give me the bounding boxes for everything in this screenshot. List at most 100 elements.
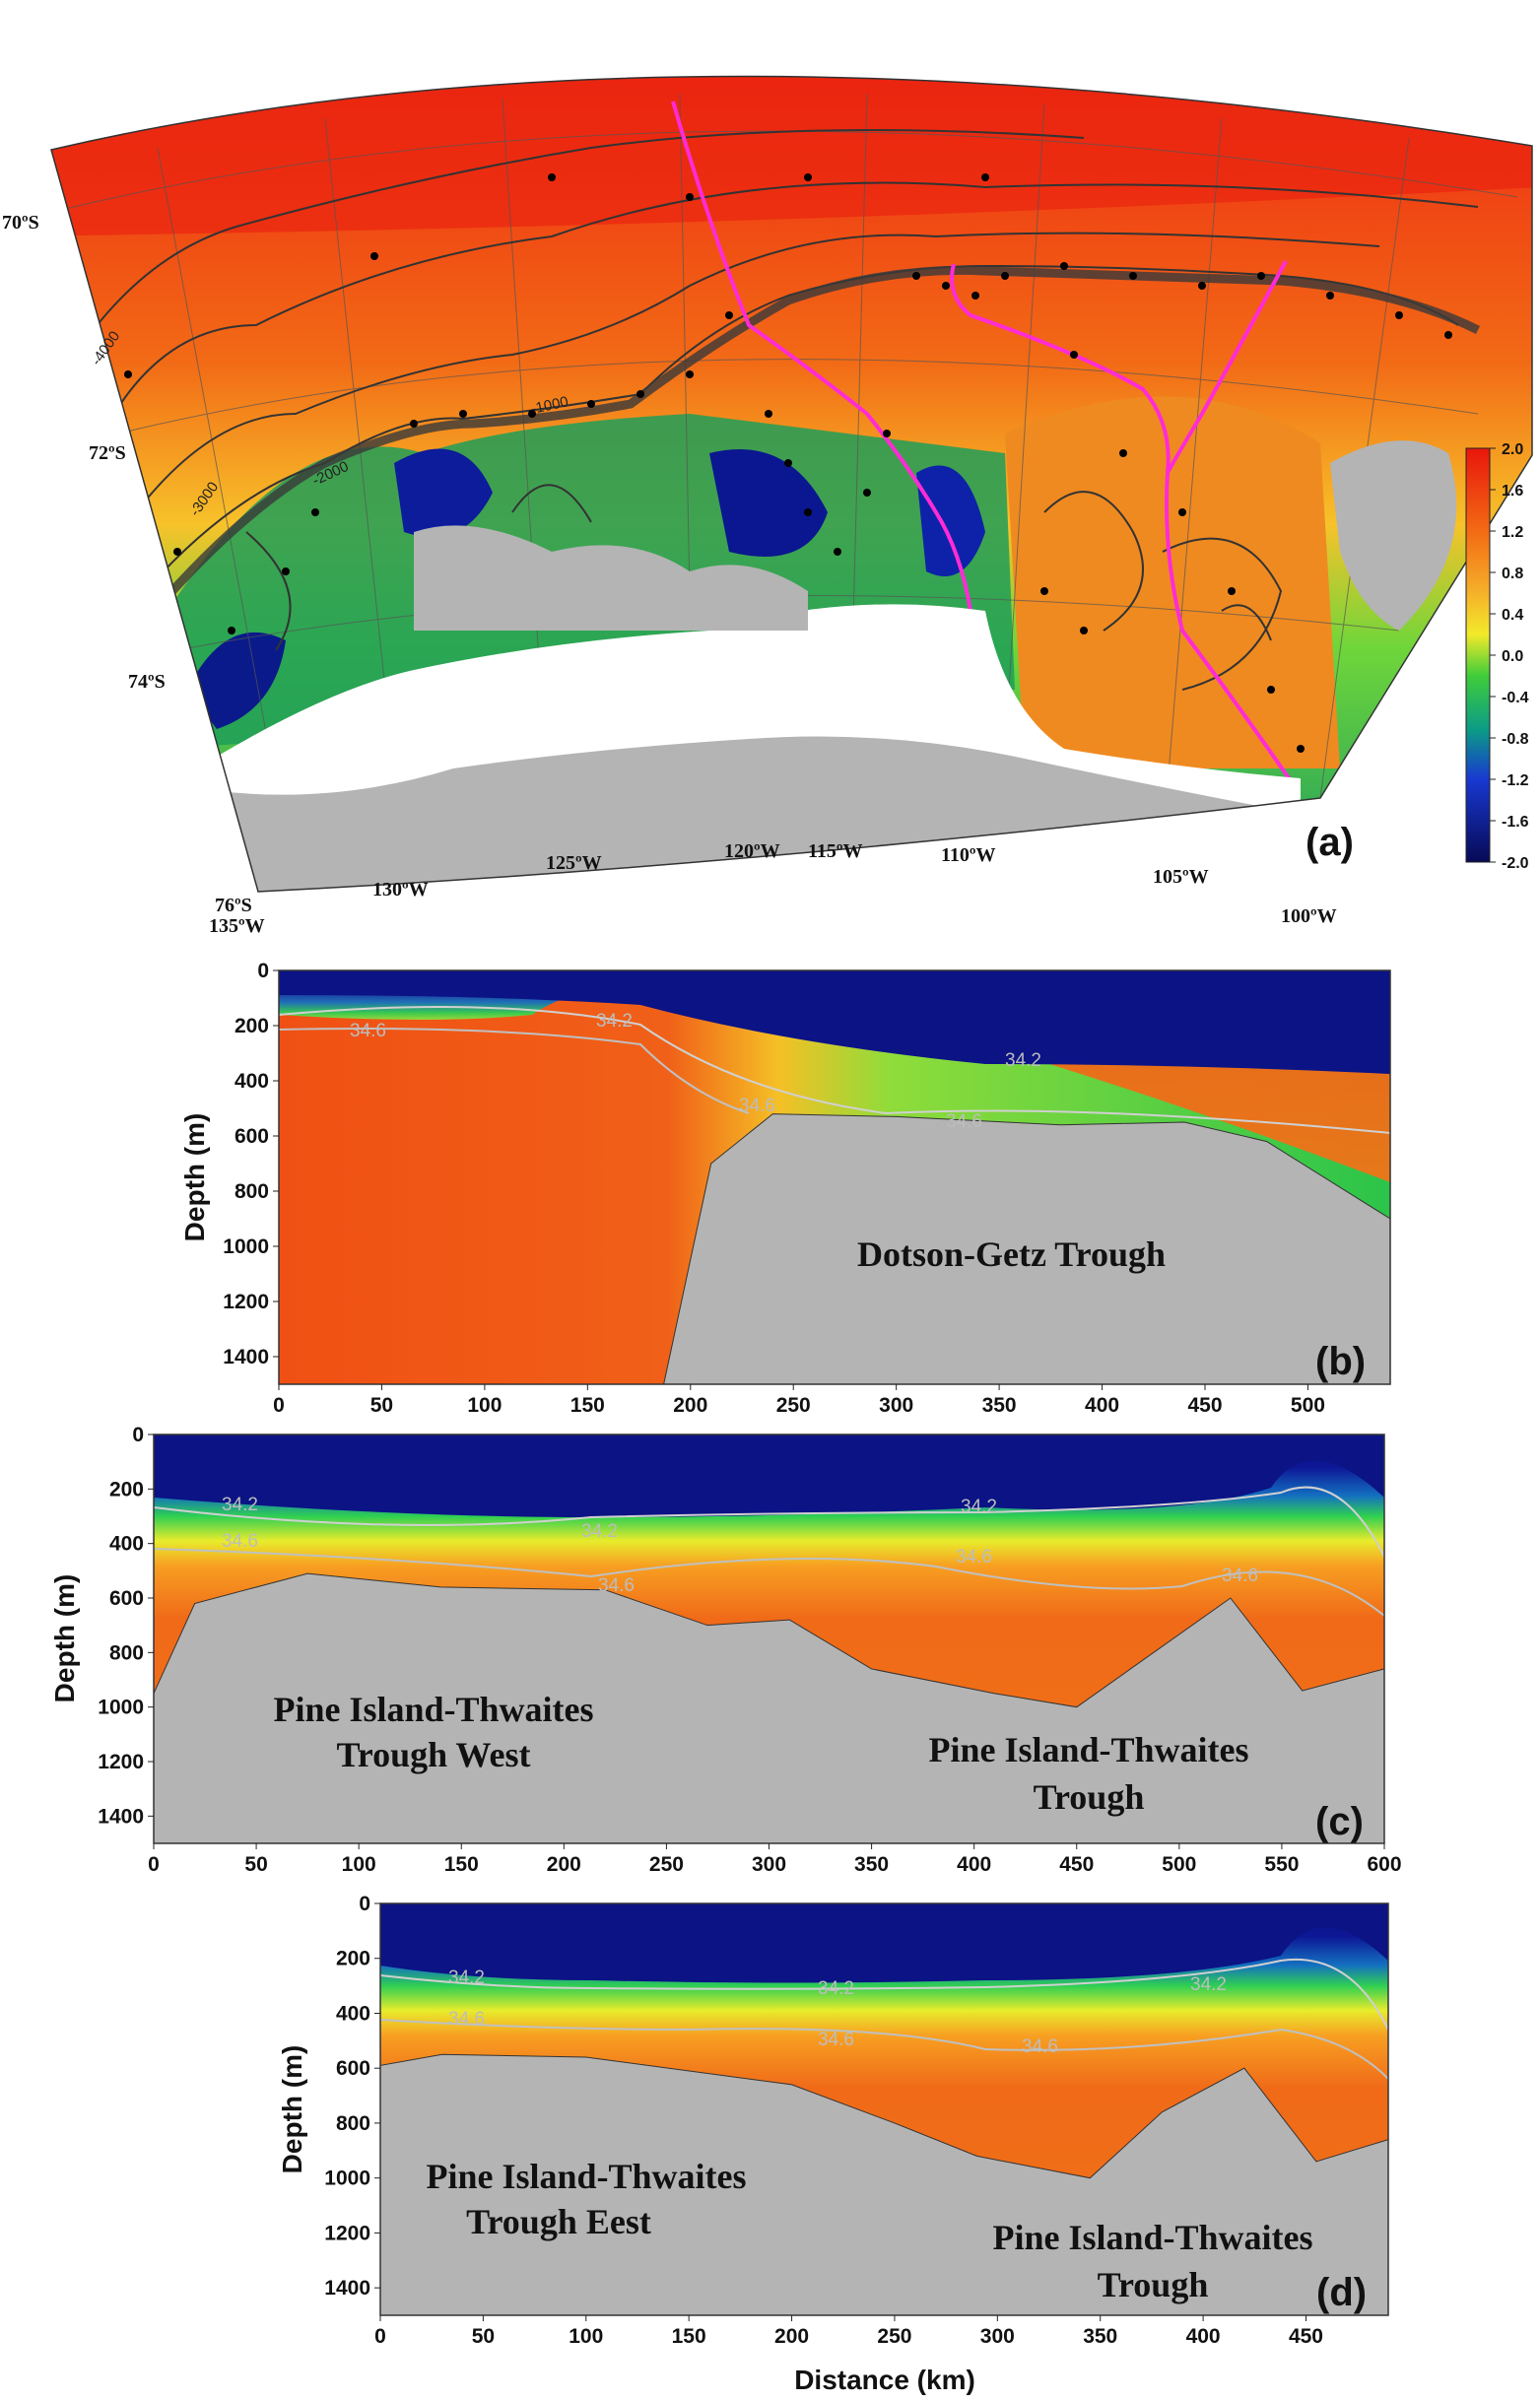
cold-pool-getz	[394, 448, 493, 537]
x-tick-label: 400	[1186, 2325, 1221, 2348]
land-coast-east	[1330, 440, 1457, 631]
y-tick-label: 400	[234, 1070, 269, 1093]
x-tick-label: 250	[649, 1853, 684, 1876]
y-tick-label: 200	[234, 1015, 269, 1037]
section-b-contour-label-3: 34.2	[1005, 1050, 1041, 1071]
station-dots	[124, 173, 1452, 753]
lon-label-130w: 130ºW	[372, 879, 429, 900]
section-d-contour-label-5: 34.6	[1022, 2036, 1058, 2057]
section-d-contour-label-2: 34.6	[448, 2009, 485, 2030]
colorbar-tick-label: -0.8	[1502, 731, 1529, 748]
colorbar-tick-label: -2.0	[1502, 855, 1529, 872]
longitude-labels: 135ºW 130ºW 125ºW 120ºW 115ºW 110ºW 105º…	[209, 840, 1337, 937]
lat-label-72s: 72ºS	[89, 442, 126, 464]
section-d-region-label-4: Trough	[1098, 2265, 1209, 2304]
section-c-region-label-1: Pine Island-Thwaites	[273, 1690, 593, 1729]
latitude-labels: 70ºS 72ºS 74ºS 76ºS	[2, 212, 252, 916]
lon-label-135w: 135ºW	[209, 915, 265, 937]
section-d-contour-label-4: 34.6	[818, 2030, 854, 2050]
y-tick-label: 1400	[98, 1805, 144, 1828]
section-c-region-label-2: Trough West	[336, 1735, 530, 1774]
colorbar-tick-label: 1.6	[1502, 483, 1523, 500]
section-b-region-label: Dotson-Getz Trough	[857, 1234, 1166, 1274]
x-tick-label: 350	[854, 1853, 889, 1876]
y-tick-label: 600	[234, 1125, 269, 1148]
y-tick-label: 400	[336, 2002, 370, 2025]
section-panel-c: 34.2 34.6 34.2 34.6 34.2 34.6 34.6 Pine …	[49, 1424, 1402, 1876]
x-tick-label: 200	[673, 1394, 707, 1417]
section-b-contour-label-5: 34.6	[946, 1111, 982, 1132]
lon-label-115w: 115ºW	[808, 840, 863, 862]
y-tick-label: 800	[109, 1641, 144, 1664]
x-tick-label: 50	[244, 1853, 267, 1876]
section-d-frame	[379, 1902, 1389, 2316]
colorbar-tick-label: 2.0	[1502, 441, 1523, 458]
section-b-y-axis-label: Depth (m)	[179, 1113, 210, 1242]
panel-label-a: (a)	[1306, 821, 1354, 864]
colorbar-tick-label: 0.4	[1502, 607, 1523, 624]
x-tick-label: 50	[370, 1394, 393, 1417]
lon-label-110w: 110ºW	[941, 844, 996, 866]
y-tick-label: 1400	[223, 1346, 269, 1368]
section-c-y-axis-label: Depth (m)	[49, 1574, 80, 1703]
x-tick-label: 300	[752, 1853, 786, 1876]
y-tick-label: 0	[132, 1424, 144, 1446]
y-tick-label: 600	[109, 1587, 144, 1610]
section-b-halocline	[278, 1006, 1391, 1134]
y-tick-label: 1000	[324, 2168, 370, 2190]
section-c-contour-label-2: 34.6	[222, 1531, 258, 1552]
bathymetry-contours	[68, 129, 1479, 691]
x-tick-label: 200	[547, 1853, 581, 1876]
x-tick-label: 600	[1367, 1853, 1401, 1876]
y-tick-label: 1200	[223, 1291, 269, 1313]
panel-label-d: (d)	[1316, 2271, 1367, 2314]
map-panel: -4000 -3000 -2000 -1000 70ºS 72ºS 74ºS 7…	[2, 75, 1533, 937]
section-d-isohaline-342	[379, 1958, 1389, 2031]
section-d-axes: 0 200 400 600 800 1000 1200 1400 0 50 100 150 200 250…	[324, 1893, 1323, 2348]
section-c-contour-label-1: 34.2	[222, 1495, 258, 1515]
section-c-seabed	[153, 1572, 1385, 1844]
colorbar-tick-label: 0.0	[1502, 648, 1523, 665]
x-tick-label: 100	[467, 1394, 502, 1417]
section-b-frame	[278, 969, 1391, 1385]
cold-pool-dotson	[709, 449, 828, 557]
lon-label-120w: 120ºW	[724, 840, 780, 862]
lat-label-70s: 70ºS	[2, 212, 39, 233]
transect-lines	[671, 100, 1298, 790]
y-tick-label: 600	[336, 2057, 370, 2080]
x-tick-label: 250	[776, 1394, 811, 1417]
x-tick-label: 500	[1291, 1394, 1325, 1417]
colorbar-gradient	[1465, 447, 1491, 863]
colorbar-tick-label: -1.6	[1502, 814, 1529, 831]
y-tick-label: 1000	[223, 1235, 269, 1258]
section-b-contour-label-1: 34.6	[350, 1021, 386, 1041]
section-d-contour-label-3: 34.2	[818, 1978, 854, 1999]
colorbar-ticks: 2.0 1.6 1.2 0.8 0.4 0.0 -0.4 -0.8 -1.2 -1.6 -2.0	[1490, 441, 1529, 872]
x-tick-label: 150	[444, 1853, 479, 1876]
section-c-contour-label-3: 34.2	[581, 1521, 618, 1542]
section-c-region-label-4: Trough	[1034, 1777, 1145, 1817]
section-c-isohaline-342	[153, 1486, 1385, 1558]
y-tick-label: 1000	[98, 1697, 144, 1719]
y-tick-label: 400	[109, 1533, 144, 1556]
section-d-isohaline-346	[379, 2019, 1389, 2080]
x-tick-label: 150	[672, 2325, 706, 2348]
section-c-isohaline-346	[153, 1548, 1385, 1617]
section-c-axes: 0 200 400 600 800 1000 1200 1400 0 50 100 150 200 250…	[98, 1424, 1401, 1876]
x-tick-label: 0	[374, 2325, 386, 2348]
x-axis-label: Distance (km)	[794, 2365, 975, 2395]
panel-label-b: (b)	[1315, 1340, 1366, 1383]
colorbar: 2.0 1.6 1.2 0.8 0.4 0.0 -0.4 -0.8 -1.2 -1.6 -2.0	[1465, 441, 1529, 872]
section-c-region-label-3: Pine Island-Thwaites	[928, 1730, 1248, 1769]
cold-pool-west	[187, 632, 286, 729]
y-tick-label: 800	[336, 2112, 370, 2135]
x-tick-label: 0	[273, 1394, 285, 1417]
x-tick-label: 200	[774, 2325, 809, 2348]
section-d-region-label-2: Trough Eest	[466, 2202, 651, 2241]
lat-label-76s: 76ºS	[215, 895, 252, 916]
section-b-isohaline-346	[278, 1028, 750, 1114]
section-panel-b: 34.6 34.2 34.2 34.6 34.6 Dotson-Getz Tro…	[179, 960, 1391, 1417]
cold-pool-crosson	[916, 465, 985, 576]
x-tick-label: 450	[1059, 1853, 1094, 1876]
colorbar-tick-label: -0.4	[1502, 690, 1529, 706]
